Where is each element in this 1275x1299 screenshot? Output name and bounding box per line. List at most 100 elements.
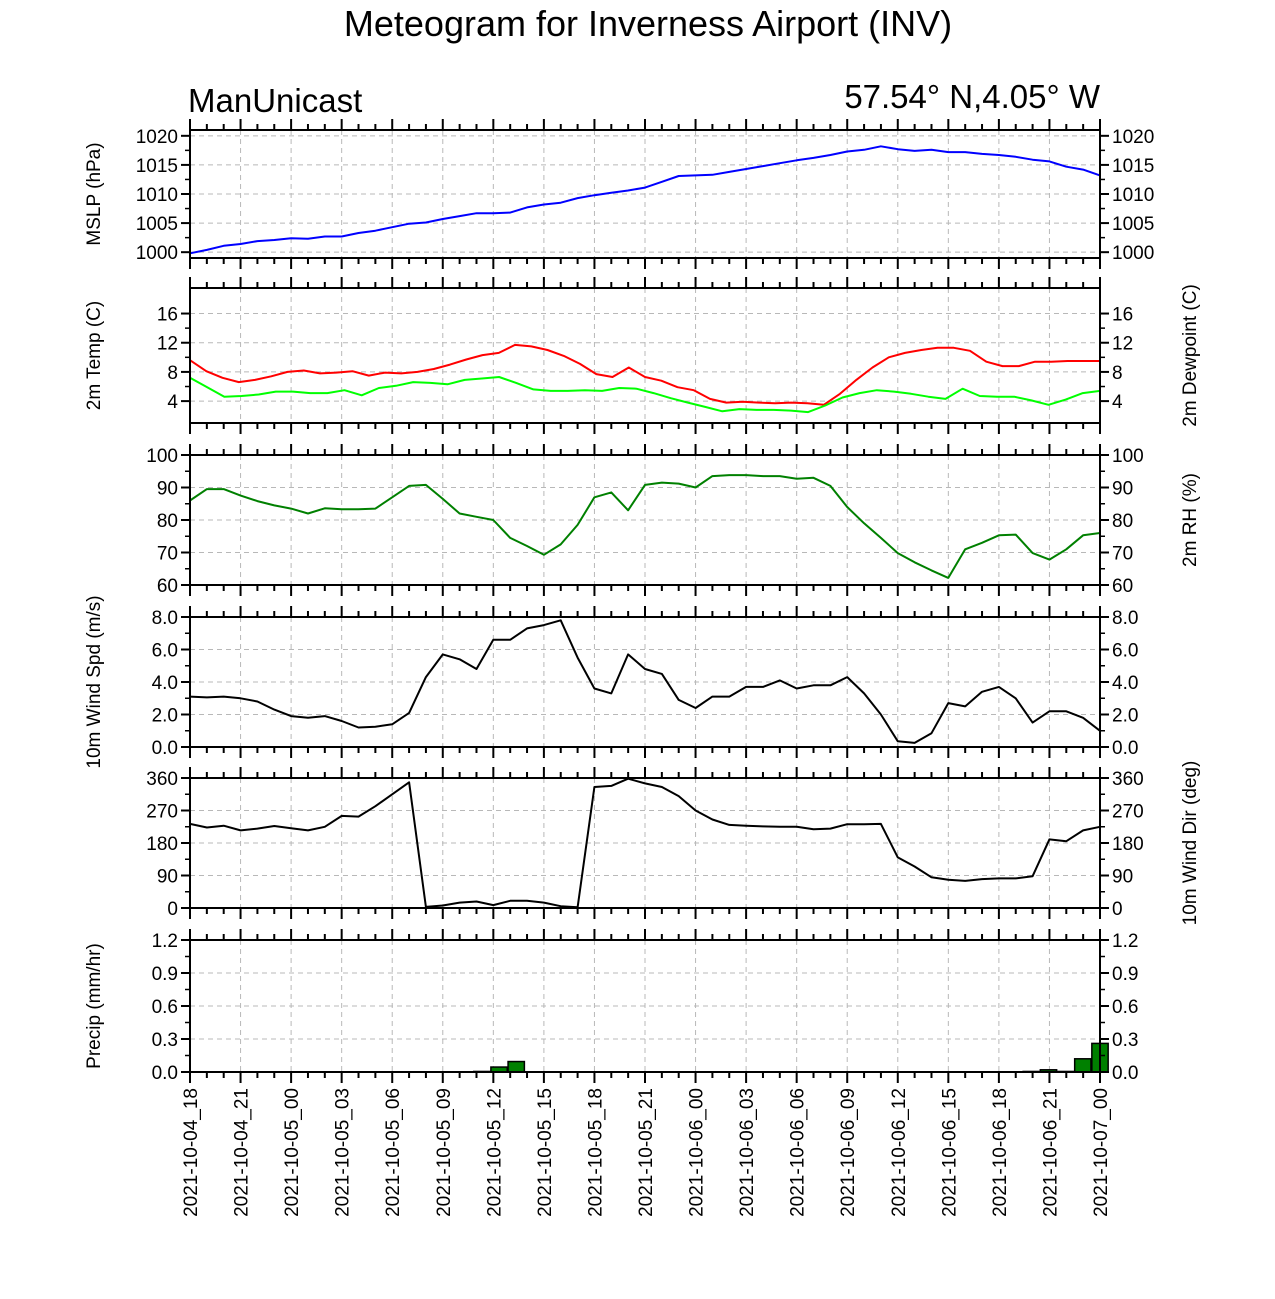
x-tick-label: 2021-10-05_06: [383, 1088, 404, 1217]
x-tick-label: 2021-10-05_03: [333, 1088, 354, 1217]
y-tick-label-right: 100: [1112, 446, 1144, 467]
y-tick-label-right: 16: [1112, 305, 1133, 326]
y-tick-label-right: 270: [1112, 802, 1144, 823]
y-tick-label-right: 1005: [1112, 214, 1154, 235]
chart-title: Meteogram for Inverness Airport (INV): [344, 3, 952, 44]
y-axis-title-right: 2m Dewpoint (C): [1180, 284, 1201, 427]
y-tick-label-right: 2.0: [1112, 706, 1138, 727]
y-tick-label-right: 8.0: [1112, 608, 1138, 629]
y-axis-title-right: 2m RH (%): [1180, 473, 1201, 567]
x-tick-label: 2021-10-06_09: [838, 1088, 859, 1217]
y-tick-label-right: 80: [1112, 511, 1133, 532]
y-tick-label-left: 180: [146, 834, 178, 855]
model-label: ManUnicast: [188, 82, 362, 119]
y-axis-title-right: 10m Wind Dir (deg): [1180, 761, 1201, 926]
series-line-wind: [189, 619, 1101, 744]
y-tick-label-right: 1010: [1112, 185, 1154, 206]
y-tick-label-right: 8: [1112, 363, 1123, 384]
y-tick-label-right: 360: [1112, 769, 1144, 790]
y-tick-label-right: 1020: [1112, 127, 1154, 148]
y-tick-label-right: 90: [1112, 479, 1133, 500]
y-tick-label-right: 12: [1112, 334, 1133, 355]
y-tick-label-right: 0.0: [1112, 738, 1138, 759]
y-tick-label-right: 1000: [1112, 243, 1154, 264]
y-tick-label-left: 0.3: [152, 1030, 178, 1051]
y-tick-label-left: 70: [157, 544, 178, 565]
x-tick-label: 2021-10-05_18: [585, 1088, 606, 1217]
y-tick-label-left: 90: [157, 867, 178, 888]
panel-2: 4 4 8 8 12 12 16 16 2m Temp (C) 2m Dewpoint (C): [84, 277, 1201, 434]
y-tick-label-left: 8.0: [152, 608, 178, 629]
x-tick-label: 2021-10-05_15: [535, 1088, 556, 1217]
y-tick-label-right: 0.9: [1112, 964, 1138, 985]
panel-6: 0.0 0.0 0.3 0.3 0.6 0.6 0.9 0.9 1.2 1.2 Precip (mm…: [84, 929, 1138, 1084]
series-line-mslp: [189, 145, 1101, 255]
x-tick-label: 2021-10-04_21: [232, 1088, 253, 1217]
x-tick-label: 2021-10-06_18: [990, 1088, 1011, 1217]
y-tick-label-left: 2.0: [152, 706, 178, 727]
y-tick-label-left: 1010: [136, 185, 178, 206]
series-line-rh: [189, 474, 1101, 579]
x-tick-label: 2021-10-05_21: [636, 1088, 657, 1217]
y-axis-title-left: 10m Wind Spd (m/s): [84, 595, 105, 768]
y-tick-label-right: 90: [1112, 867, 1133, 888]
y-tick-label-left: 1000: [136, 243, 178, 264]
y-tick-label-right: 4.0: [1112, 673, 1138, 694]
precip-bar: [507, 1060, 526, 1073]
y-tick-label-right: 1.2: [1112, 931, 1138, 952]
y-axis-title-left: 2m Temp (C): [84, 301, 105, 410]
precip-bar: [1073, 1058, 1092, 1073]
y-tick-label-right: 6.0: [1112, 641, 1138, 662]
y-tick-label-left: 270: [146, 802, 178, 823]
y-tick-label-left: 90: [157, 479, 178, 500]
y-tick-label-left: 16: [157, 305, 178, 326]
y-tick-label-right: 0.3: [1112, 1030, 1138, 1051]
y-tick-label-left: 6.0: [152, 641, 178, 662]
x-tick-label: 2021-10-06_15: [939, 1088, 960, 1217]
x-tick-label: 2021-10-05_09: [434, 1088, 455, 1217]
x-tick-label: 2021-10-04_18: [181, 1088, 202, 1217]
panel-5: 0 0 90 90 180 180 270 270 360 360 10m Wind Dir (de…: [146, 761, 1201, 926]
y-tick-label-right: 0.6: [1112, 997, 1138, 1018]
y-tick-label-left: 0.6: [152, 997, 178, 1018]
x-tick-label: 2021-10-06_00: [687, 1088, 708, 1217]
y-tick-label-right: 0.0: [1112, 1063, 1138, 1084]
y-tick-label-left: 8: [167, 363, 178, 384]
y-tick-label-left: 360: [146, 769, 178, 790]
y-tick-label-left: 4.0: [152, 673, 178, 694]
y-tick-label-left: 0.0: [152, 1063, 178, 1084]
x-tick-label: 2021-10-06_06: [788, 1088, 809, 1217]
x-tick-label: 2021-10-06_21: [1040, 1088, 1061, 1217]
series-line-wind: [189, 777, 1101, 909]
y-tick-label-left: 60: [157, 576, 178, 597]
x-tick-label: 2021-10-07_00: [1091, 1088, 1112, 1217]
series-line-dewpoint: [189, 376, 1101, 414]
x-tick-label: 2021-10-05_00: [282, 1088, 303, 1217]
y-tick-label-right: 180: [1112, 834, 1144, 855]
y-tick-label-left: 1.2: [152, 931, 178, 952]
y-tick-label-left: 0.0: [152, 738, 178, 759]
panel-3: 60 60 70 70 80 80 90 90 100 100 2m RH (%): [146, 444, 1201, 597]
panel-1: 1000 1000 1005 1005 1010 1010 1015 1015 1020 1020…: [84, 119, 1154, 269]
y-tick-label-right: 4: [1112, 392, 1123, 413]
y-tick-label-right: 0: [1112, 899, 1123, 920]
panel-4: 0.0 0.0 2.0 2.0 4.0 4.0 6.0 6.0 8.0 8.0 10m Wind S…: [84, 595, 1138, 768]
x-tick-label: 2021-10-05_12: [484, 1088, 505, 1217]
y-tick-label-right: 70: [1112, 544, 1133, 565]
x-tick-label: 2021-10-06_03: [737, 1088, 758, 1217]
y-tick-label-left: 4: [167, 392, 178, 413]
y-axis-title-left: Precip (mm/hr): [84, 943, 105, 1069]
x-tick-label: 2021-10-06_12: [889, 1088, 910, 1217]
location-coordinates: 57.54° N,4.05° W: [844, 78, 1101, 115]
y-axis-title-left: MSLP (hPa): [84, 142, 105, 245]
y-tick-label-right: 60: [1112, 576, 1133, 597]
y-tick-label-right: 1015: [1112, 156, 1154, 177]
y-tick-label-left: 0: [167, 899, 178, 920]
y-tick-label-left: 100: [146, 446, 178, 467]
y-tick-label-left: 80: [157, 511, 178, 532]
series-line-temp: [189, 343, 1100, 406]
y-tick-label-left: 1020: [136, 127, 178, 148]
y-tick-label-left: 0.9: [152, 964, 178, 985]
y-tick-label-left: 1015: [136, 156, 178, 177]
